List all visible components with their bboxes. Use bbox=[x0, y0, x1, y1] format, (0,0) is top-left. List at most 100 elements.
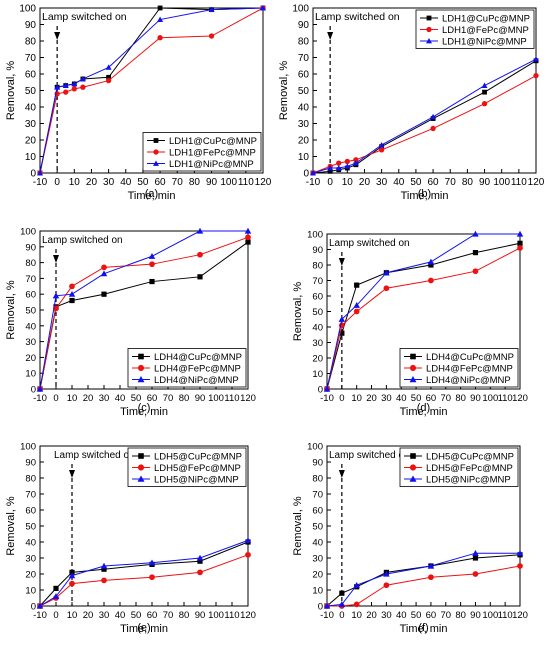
data-point bbox=[323, 602, 331, 609]
y-tick-label: 90 bbox=[25, 20, 37, 31]
data-point bbox=[196, 554, 204, 561]
data-point bbox=[105, 77, 112, 84]
x-tick-label: 50 bbox=[131, 610, 142, 621]
x-tick-label: 10 bbox=[69, 177, 81, 188]
y-tick-label: 60 bbox=[312, 292, 323, 303]
panel-caption: (b) bbox=[418, 188, 431, 200]
x-tick-label: 50 bbox=[131, 393, 142, 404]
x-tick-label: 80 bbox=[455, 610, 466, 621]
lamp-arrow-icon bbox=[338, 258, 345, 266]
x-tick-label: 80 bbox=[179, 393, 190, 404]
x-tick-label: 20 bbox=[83, 610, 94, 621]
legend-entry: LDH5@FePc@MNP bbox=[426, 463, 513, 474]
x-axis-label: Time, min bbox=[120, 406, 168, 418]
x-tick-label: 120 bbox=[528, 177, 545, 188]
x-tick-label: 20 bbox=[86, 177, 98, 188]
y-tick-label: 70 bbox=[25, 490, 36, 501]
legend-swatch-marker bbox=[153, 160, 159, 166]
y-tick-label: 80 bbox=[312, 261, 323, 272]
data-point bbox=[197, 569, 203, 576]
x-tick-label: 10 bbox=[351, 610, 362, 621]
x-tick-label: 70 bbox=[445, 177, 457, 188]
data-point bbox=[36, 385, 44, 392]
series-line bbox=[312, 75, 537, 174]
x-tick-label: 90 bbox=[479, 177, 491, 188]
y-tick-label: 10 bbox=[25, 152, 37, 163]
series-nipc bbox=[323, 549, 524, 609]
x-tick-label: 10 bbox=[342, 177, 354, 188]
x-tick-label: 70 bbox=[440, 610, 451, 621]
x-axis-label: Time, min bbox=[120, 623, 168, 635]
x-tick-label: -10 bbox=[306, 177, 321, 188]
legend-entry: LDH5@FePc@MNP bbox=[154, 463, 241, 474]
x-tick-label: 110 bbox=[224, 610, 239, 621]
x-tick-label: 120 bbox=[240, 393, 256, 404]
data-point bbox=[517, 245, 523, 251]
legend-swatch-marker bbox=[153, 138, 159, 143]
lamp-arrow-icon bbox=[327, 32, 334, 40]
x-tick-label: 70 bbox=[440, 393, 451, 404]
x-tick-label: 0 bbox=[53, 610, 58, 621]
y-tick-label: 40 bbox=[25, 538, 36, 549]
data-point bbox=[197, 558, 203, 564]
legend-entry: LDH1@CuPc@MNP bbox=[442, 14, 530, 25]
y-tick-label: 0 bbox=[31, 602, 36, 613]
data-point bbox=[383, 570, 390, 577]
data-point bbox=[516, 549, 524, 556]
data-point bbox=[71, 80, 78, 87]
x-tick-label: 120 bbox=[240, 610, 256, 621]
y-tick-label: 100 bbox=[20, 227, 36, 238]
data-point bbox=[148, 559, 156, 566]
data-point bbox=[517, 240, 523, 246]
series-fepc bbox=[37, 551, 251, 609]
series-nipc bbox=[323, 230, 524, 392]
y-tick-label: 40 bbox=[25, 321, 36, 332]
data-point bbox=[197, 251, 203, 258]
series-nipc bbox=[36, 227, 252, 392]
x-tick-label: -10 bbox=[33, 393, 47, 404]
y-tick-label: 90 bbox=[312, 458, 323, 469]
data-point bbox=[54, 84, 61, 90]
x-tick-label: 0 bbox=[339, 393, 344, 404]
x-tick-label: 100 bbox=[482, 393, 498, 404]
x-tick-label: 50 bbox=[411, 610, 422, 621]
data-point bbox=[533, 73, 539, 79]
y-tick-label: 10 bbox=[312, 586, 323, 597]
x-tick-label: 90 bbox=[195, 393, 206, 404]
x-tick-label: 40 bbox=[396, 393, 407, 404]
y-tick-label: 30 bbox=[25, 337, 36, 348]
data-point bbox=[338, 601, 346, 607]
data-point bbox=[472, 571, 479, 577]
legend-entry: LDH1@FePc@MNP bbox=[442, 25, 529, 36]
legend-entry: LDH4@NiPc@MNP bbox=[426, 375, 511, 386]
data-point bbox=[428, 574, 434, 581]
y-tick-label: 20 bbox=[298, 136, 310, 147]
x-tick-label: 100 bbox=[482, 610, 498, 621]
y-tick-label: 50 bbox=[312, 522, 323, 533]
y-tick-label: 80 bbox=[312, 474, 323, 485]
y-tick-label: 80 bbox=[25, 474, 36, 485]
series-cupc bbox=[37, 539, 251, 609]
x-tick-label: 90 bbox=[206, 177, 218, 188]
data-point bbox=[157, 16, 164, 22]
data-point bbox=[481, 82, 488, 88]
y-tick-label: 100 bbox=[19, 4, 36, 15]
x-tick-label: 110 bbox=[498, 610, 513, 621]
data-point bbox=[68, 572, 76, 579]
legend-swatch-marker bbox=[426, 38, 432, 44]
legend-swatch-marker bbox=[410, 453, 416, 459]
data-point bbox=[353, 302, 360, 308]
y-tick-label: 50 bbox=[312, 307, 323, 318]
legend-swatch-marker bbox=[409, 376, 417, 383]
data-point bbox=[327, 168, 333, 174]
y-tick-label: 60 bbox=[25, 290, 36, 301]
data-point bbox=[339, 590, 345, 596]
y-tick-label: 60 bbox=[25, 70, 37, 81]
x-tick-label: 90 bbox=[195, 610, 206, 621]
data-point bbox=[105, 64, 112, 70]
y-tick-label: 30 bbox=[298, 119, 310, 130]
